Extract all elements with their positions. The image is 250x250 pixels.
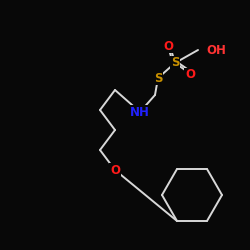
Text: S: S [171, 56, 179, 70]
Text: O: O [185, 68, 195, 82]
Text: NH: NH [130, 106, 150, 118]
Text: O: O [110, 164, 120, 176]
Text: OH: OH [206, 44, 226, 57]
Text: S: S [154, 72, 162, 85]
Text: O: O [163, 40, 173, 52]
